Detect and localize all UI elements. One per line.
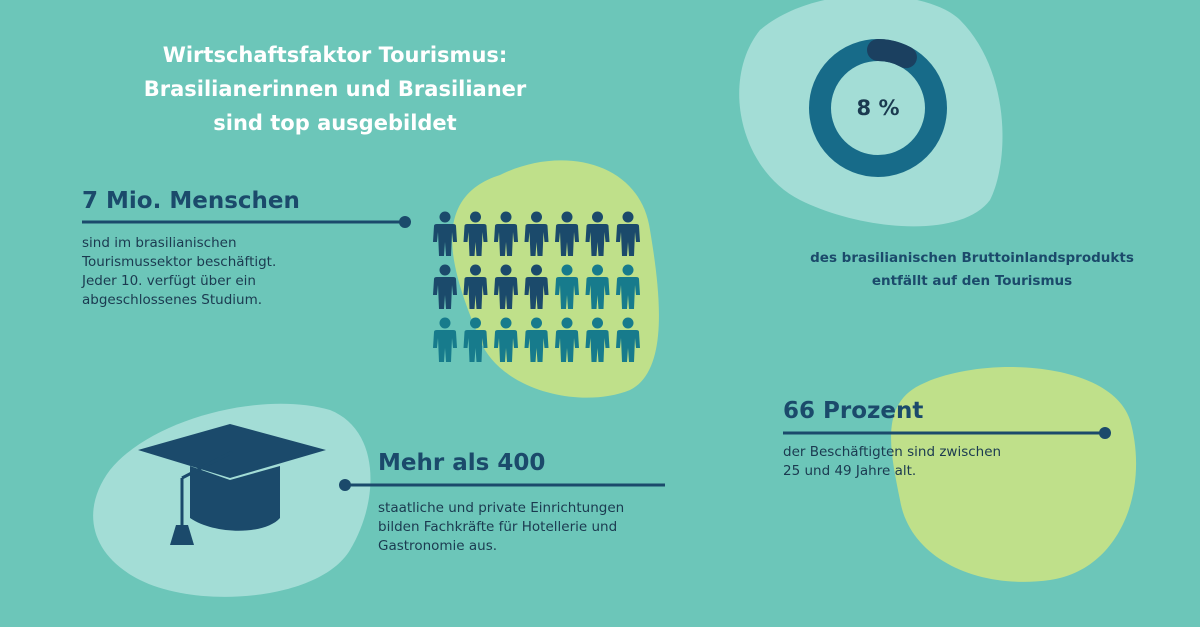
head [470, 211, 481, 223]
person-icon [433, 317, 457, 362]
head [531, 317, 542, 329]
body [433, 330, 457, 362]
head [561, 211, 573, 223]
person-icon [585, 211, 610, 256]
person-icon [616, 317, 640, 362]
person-icon [616, 211, 640, 256]
body-text: sind im brasilianischen Tourismussektor b… [81, 235, 276, 308]
body [585, 330, 610, 362]
body [555, 277, 579, 309]
graduation-cap [138, 424, 326, 545]
body [555, 330, 579, 362]
body [494, 277, 518, 309]
person-icon [463, 211, 488, 256]
person-icon [463, 317, 488, 362]
body-text: staatliche und private Einrichtungen bild… [378, 500, 624, 554]
person-icon [524, 317, 549, 362]
head [622, 211, 634, 223]
body [524, 224, 549, 256]
body [585, 277, 610, 309]
head [439, 264, 451, 276]
text-line: sind im brasilianischen [82, 235, 237, 251]
head [561, 264, 573, 276]
person-icon [524, 211, 549, 256]
head [500, 264, 512, 276]
rule-dot [1099, 427, 1111, 439]
rule-dot [399, 216, 411, 228]
person-icon [555, 211, 579, 256]
text-line: Wirtschaftsfaktor Tourismus: [163, 43, 508, 67]
head [622, 317, 634, 329]
body [524, 277, 549, 309]
head [592, 317, 603, 329]
blob [891, 367, 1137, 582]
head [531, 264, 542, 276]
head [561, 317, 573, 329]
people-icons [433, 211, 640, 362]
body [433, 277, 457, 309]
body [463, 277, 488, 309]
person-icon [585, 264, 610, 309]
text-line: Gastronomie aus. [378, 538, 497, 554]
person-icon [555, 264, 579, 309]
head [500, 211, 512, 223]
body [585, 224, 610, 256]
text-line: staatliche und private Einrichtungen [378, 500, 624, 516]
person-icon [494, 264, 518, 309]
text-line: des brasilianischen Bruttoinlandsprodukt… [810, 250, 1134, 266]
body [616, 277, 640, 309]
donut-arc [867, 39, 917, 69]
text-line: sind top ausgebildet [213, 111, 456, 135]
head [592, 211, 603, 223]
head [439, 317, 451, 329]
body [555, 224, 579, 256]
head [592, 264, 603, 276]
body [463, 224, 488, 256]
head [622, 264, 634, 276]
head [470, 317, 481, 329]
text-line: Tourismussektor beschäftigt. [81, 254, 276, 270]
person-icon [433, 211, 457, 256]
person-icon [494, 211, 518, 256]
body [616, 224, 640, 256]
person-icon [524, 264, 549, 309]
person-icon [616, 264, 640, 309]
body-text: der Beschäftigten sind zwischen 25 und 49… [783, 444, 1001, 479]
body [494, 330, 518, 362]
person-icon [585, 317, 610, 362]
text-line: Jeder 10. verfügt über ein [81, 273, 256, 289]
head [439, 211, 451, 223]
donut [867, 39, 917, 69]
person-icon [463, 264, 488, 309]
head [500, 317, 512, 329]
text-line: entfällt auf den Tourismus [872, 273, 1072, 289]
body [616, 330, 640, 362]
body [463, 330, 488, 362]
text-line: 25 und 49 Jahre alt. [783, 463, 916, 479]
head [531, 211, 542, 223]
heading: 66 Prozent [783, 398, 923, 424]
blob [739, 0, 1003, 227]
heading: 7 Mio. Menschen [82, 188, 300, 214]
text-line: der Beschäftigten sind zwischen [783, 444, 1001, 460]
person-icon [494, 317, 518, 362]
person-icon [433, 264, 457, 309]
text-line: Brasilianerinnen und Brasilianer [144, 77, 527, 101]
text-line: abgeschlossenes Studium. [82, 292, 262, 308]
body [433, 224, 457, 256]
text-line: bilden Fachkräfte für Hotellerie und [378, 519, 617, 535]
body [494, 224, 518, 256]
heading: Mehr als 400 [378, 450, 545, 476]
rule-dot [339, 479, 351, 491]
body [524, 330, 549, 362]
donut-caption: des brasilianischen Bruttoinlandsprodukt… [810, 250, 1134, 289]
head [470, 264, 481, 276]
person-icon [555, 317, 579, 362]
donut-label: 8 % [857, 96, 900, 120]
title: Wirtschaftsfaktor Tourismus: Brasilianeri… [144, 43, 527, 135]
